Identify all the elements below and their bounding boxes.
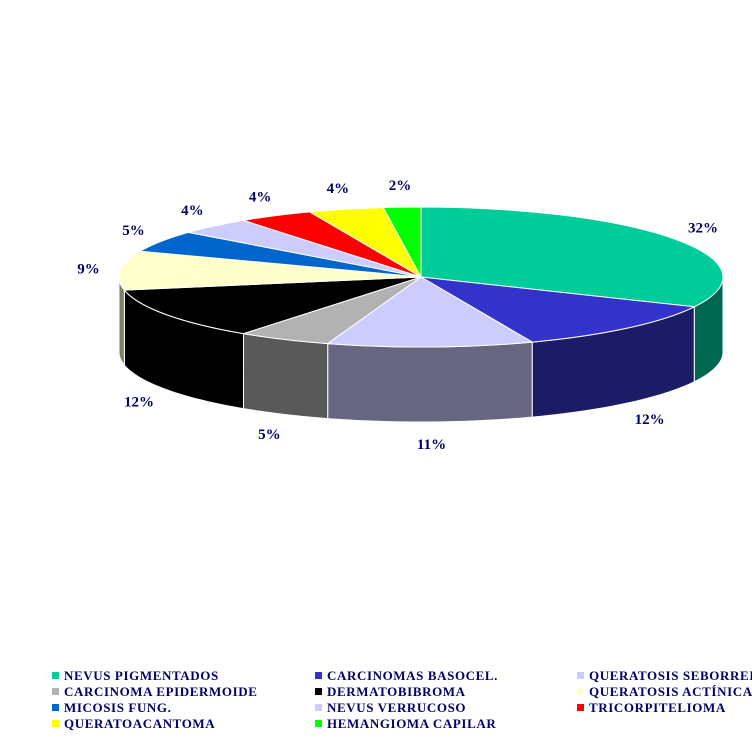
pie-sides xyxy=(118,276,724,423)
legend-item-0: NEVUS PIGMENTADOS xyxy=(52,668,219,684)
legend-label-6: MICOSIS FUNG. xyxy=(64,700,172,715)
pie-label-0: 32% xyxy=(688,221,718,237)
pie-label-1: 12% xyxy=(635,412,665,428)
legend-swatch-0 xyxy=(52,672,59,679)
pie-label-7: 4% xyxy=(181,203,204,219)
pie-slice-2 xyxy=(326,276,534,348)
pie-label-4: 12% xyxy=(124,394,154,410)
legend-label-10: HEMANGIOMA CAPILAR xyxy=(327,716,497,731)
legend-label-7: NEVUS VERRUCOSO xyxy=(327,700,467,715)
legend-swatch-1 xyxy=(315,672,322,679)
pie-side-2 xyxy=(327,341,533,423)
pie-label-2: 11% xyxy=(417,437,446,453)
legend-swatch-8 xyxy=(577,704,584,711)
pie-label-3: 5% xyxy=(258,427,281,443)
legend-swatch-5 xyxy=(577,688,584,695)
pie-label-8: 4% xyxy=(249,189,272,205)
pie-slice-0 xyxy=(420,206,724,308)
legend-label-2: QUERATOSIS SEBORREICA xyxy=(589,668,752,683)
pie-label-6: 5% xyxy=(122,223,145,239)
legend-swatch-4 xyxy=(315,688,322,695)
chart-legend: NEVUS PIGMENTADOS CARCINOMAS BASOCEL. QUER… xyxy=(0,668,752,738)
legend-label-3: CARCINOMA EPIDERMOIDE xyxy=(64,684,258,699)
legend-item-7: NEVUS VERRUCOSO xyxy=(315,700,466,716)
pie-slice-4 xyxy=(123,276,422,335)
legend-swatch-6 xyxy=(52,704,59,711)
legend-swatch-2 xyxy=(577,672,584,679)
legend-label-0: NEVUS PIGMENTADOS xyxy=(64,668,219,683)
legend-swatch-7 xyxy=(315,704,322,711)
pie-tops xyxy=(118,206,724,348)
legend-item-1: CARCINOMAS BASOCEL. xyxy=(315,668,498,684)
legend-swatch-3 xyxy=(52,688,59,695)
pie-labels: 32% 12% 11% 5% 12% 9% 5% 4% 4% 4% 2% xyxy=(77,178,718,453)
pie-side-3 xyxy=(242,333,329,420)
pie-label-9: 4% xyxy=(327,181,350,197)
legend-swatch-10 xyxy=(315,720,322,727)
legend-item-9: QUERATOACANTOMA xyxy=(52,716,215,732)
pie-slice-10 xyxy=(382,206,422,278)
legend-label-8: TRICORPITELIOMA xyxy=(589,700,726,715)
pie-chart: 32% 12% 11% 5% 12% 9% 5% 4% 4% 4% 2% xyxy=(77,178,724,453)
legend-label-1: CARCINOMAS BASOCEL. xyxy=(327,668,499,683)
legend-item-4: DERMATOBIBROMA xyxy=(315,684,466,700)
legend-label-9: QUERATOACANTOMA xyxy=(64,716,216,731)
pie-slice-1 xyxy=(420,276,697,343)
legend-item-2: QUERATOSIS SEBORREICA xyxy=(577,668,752,684)
legend-item-5: QUERATOSIS ACTÍNICA xyxy=(577,684,752,700)
pie-slice-5 xyxy=(118,250,422,291)
pie-label-5: 9% xyxy=(77,261,100,277)
pie-label-10: 2% xyxy=(389,178,412,194)
legend-label-4: DERMATOBIBROMA xyxy=(327,684,466,699)
legend-label-5: QUERATOSIS ACTÍNICA xyxy=(589,684,752,699)
legend-swatch-9 xyxy=(52,720,59,727)
legend-item-6: MICOSIS FUNG. xyxy=(52,700,171,716)
legend-item-3: CARCINOMA EPIDERMOIDE xyxy=(52,684,258,700)
legend-item-10: HEMANGIOMA CAPILAR xyxy=(315,716,496,732)
pie-side-5 xyxy=(118,277,125,367)
legend-item-8: TRICORPITELIOMA xyxy=(577,700,726,716)
